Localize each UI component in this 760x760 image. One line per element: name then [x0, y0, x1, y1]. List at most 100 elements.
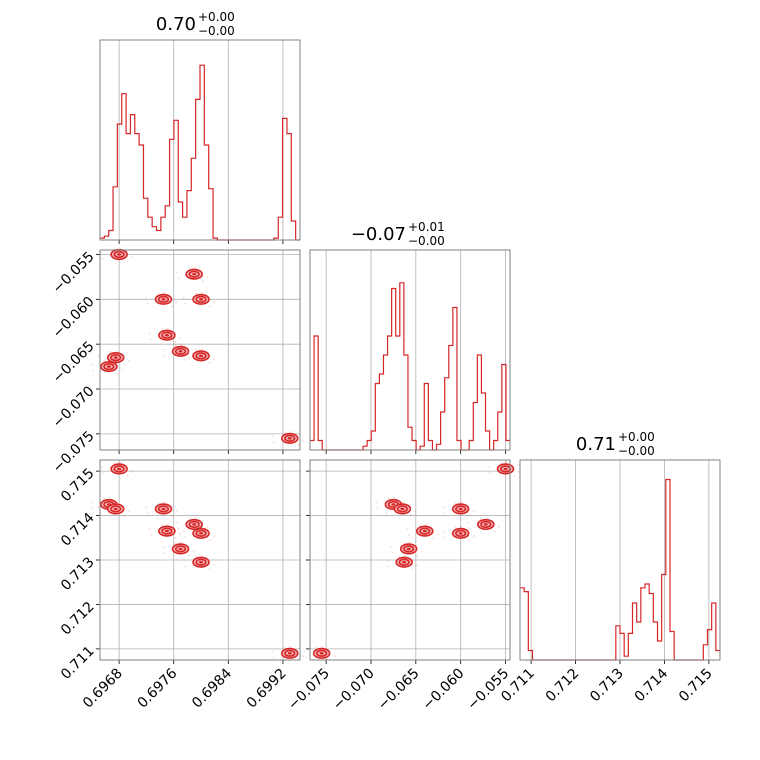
sample-point	[404, 554, 406, 557]
sample-point	[208, 361, 211, 364]
sample-point	[171, 305, 174, 308]
posterior-cluster	[442, 501, 475, 517]
x-tick-label: 0.713	[587, 666, 627, 706]
sample-point	[473, 535, 475, 538]
sample-point	[334, 655, 336, 658]
sample-point	[188, 517, 191, 520]
contour-core	[192, 273, 197, 276]
sample-point	[101, 251, 103, 254]
contour-core	[458, 532, 463, 535]
sample-point	[384, 506, 387, 508]
title-minus-error: −0.00	[198, 24, 235, 38]
sample-point	[421, 550, 423, 553]
panel-frame	[99, 459, 301, 661]
sample-point	[468, 539, 471, 542]
contour-inner	[161, 527, 173, 535]
sample-point	[467, 521, 470, 524]
sample-point	[432, 537, 435, 539]
contour-inner	[174, 347, 187, 355]
posterior-cluster	[386, 554, 419, 570]
sample-point	[101, 466, 103, 468]
posterior-cluster	[271, 645, 304, 662]
sample-point	[91, 369, 94, 372]
sample-point	[402, 542, 405, 544]
sample-point	[479, 517, 482, 520]
panel-frame	[309, 459, 511, 661]
panel-frame	[99, 39, 301, 241]
contour-inner	[455, 529, 467, 537]
sample-point	[289, 430, 292, 433]
sample-point	[115, 501, 118, 504]
sample-point	[179, 337, 182, 339]
sample-point	[183, 530, 185, 533]
posterior-cluster	[442, 525, 475, 542]
sample-point	[513, 474, 515, 477]
contour-inner	[396, 505, 408, 513]
sample-point	[131, 470, 134, 473]
sample-point	[402, 501, 405, 504]
sample-point	[414, 510, 417, 513]
contour-inner	[188, 520, 200, 529]
contour-inner	[419, 527, 431, 535]
sample-point	[121, 368, 123, 371]
sample-point	[123, 514, 126, 517]
sample-point	[468, 527, 471, 530]
sample-point	[157, 292, 160, 295]
x-tick-label: 0.714	[632, 665, 672, 705]
contour-core	[402, 561, 407, 564]
sample-point	[424, 523, 427, 526]
sample-point	[195, 555, 197, 558]
scatter-panel-1-2	[90, 247, 304, 454]
y-tick-label: −0.075	[50, 428, 98, 476]
sample-point	[127, 359, 130, 362]
contour-inner	[480, 520, 492, 529]
x-tick-label: −0.065	[375, 666, 423, 714]
contour-inner	[455, 505, 467, 513]
sample-point	[146, 512, 149, 514]
contour-inner	[284, 649, 296, 657]
contour-inner	[110, 505, 122, 513]
sample-point	[184, 536, 186, 539]
sample-point	[213, 564, 216, 566]
posterior-cluster	[303, 645, 336, 662]
contour-inner	[398, 558, 410, 566]
sample-point	[387, 565, 389, 568]
sample-point	[442, 530, 445, 533]
x-tick-label: 0.712	[543, 666, 583, 706]
posterior-cluster	[148, 327, 182, 343]
sample-point	[499, 462, 502, 464]
title-plus-error: +0.00	[198, 10, 235, 24]
sample-point	[177, 277, 180, 280]
x-tick-label: 0.715	[676, 666, 716, 706]
sample-point	[97, 354, 100, 357]
sample-point	[272, 441, 275, 444]
contour-core	[161, 507, 166, 511]
sample-point	[206, 526, 209, 529]
posterior-cluster	[176, 266, 209, 282]
sample-point	[201, 554, 203, 557]
posterior-cluster	[97, 501, 130, 517]
sample-point	[184, 565, 186, 568]
x-axis-labels-2: −0.075−0.070−0.065−0.060−0.055	[285, 666, 512, 714]
sample-point	[116, 372, 119, 375]
posterior-cluster	[384, 501, 417, 517]
sample-point	[393, 497, 396, 499]
sample-point	[145, 296, 148, 299]
contour-inner	[284, 434, 296, 442]
sample-point	[126, 474, 129, 477]
posterior-cluster	[390, 541, 423, 557]
contour-inner	[103, 362, 115, 371]
sample-point	[166, 523, 169, 526]
sample-point	[398, 555, 401, 558]
sample-point	[487, 466, 490, 468]
posterior-cluster	[183, 525, 216, 542]
sample-point	[386, 559, 388, 562]
sample-point	[442, 506, 445, 508]
contour-inner	[161, 331, 173, 339]
contour-inner	[157, 295, 170, 303]
sample-point	[201, 280, 204, 282]
sample-point	[174, 542, 177, 544]
sample-point	[115, 350, 118, 352]
sample-point	[416, 564, 419, 566]
sample-point	[454, 502, 457, 504]
